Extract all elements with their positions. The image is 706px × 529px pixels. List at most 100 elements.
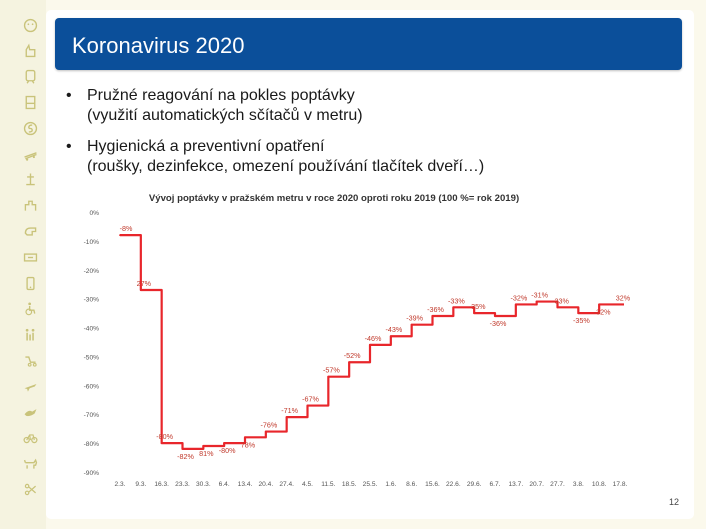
data-point [285,416,288,419]
data-label: -46% [365,334,382,343]
y-tick-label: -20% [84,268,100,275]
data-point [514,303,517,306]
hand-icon [20,41,40,61]
bullet-line: Hygienická a preventivní opatření [87,138,325,155]
data-label: 32% [616,293,631,302]
bullet-dot: • [66,87,72,104]
x-tick-label: 18.5. [342,481,357,488]
x-tick-label: 20.4. [258,481,273,488]
data-label: -36% [427,305,444,314]
bus-stop-icon [20,92,40,112]
data-point [181,447,184,450]
page-number: 12 [669,497,680,507]
data-point [264,430,267,433]
bicycle-icon [20,428,40,448]
data-label: 81% [199,449,214,458]
data-label: -67% [302,395,319,404]
bullet-line: (využití automatických sčítačů v metru) [87,107,363,124]
y-tick-label: -60% [84,383,100,390]
slide-title: Koronavirus 2020 [72,33,245,58]
bullet-item: • Pružné reagování na pokles poptávky (v… [64,86,664,126]
x-tick-label: 6.7. [490,481,501,488]
chart-svg: Vývoj poptávky v pražském metru v roce 2… [84,193,631,488]
y-tick-label: -30% [84,297,100,304]
hand-wave-icon [20,221,40,241]
y-tick-label: 0% [89,210,99,217]
data-point [202,445,205,447]
family-icon [20,325,40,345]
data-label: -32% [510,293,527,302]
x-tick-label: 10.8. [592,481,607,488]
data-point [119,234,121,237]
x-tick-label: 27.4. [279,481,294,488]
data-label: -80% [156,432,173,441]
bullet-dot: • [66,138,72,155]
x-tick-label: 15.6. [425,481,440,488]
x-tick-label: 8.6. [406,481,417,488]
data-label: -33% [552,296,569,305]
bullet-line: Pružné reagování na pokles poptávky [87,87,355,104]
anchor-icon [20,170,40,190]
plane-icon [20,376,40,396]
data-point [556,306,559,309]
dog-icon [20,454,40,474]
train-icon [20,144,40,164]
phone-icon [20,273,40,293]
data-label: -8% [120,224,133,233]
data-point [431,315,434,317]
data-label: -33% [448,296,465,305]
data-point [452,306,455,309]
x-tick-label: 1.6. [385,481,396,488]
x-tick-label: 17.8. [613,481,628,488]
data-point [348,361,351,364]
data-label: -36% [490,319,507,328]
platform-icon [20,196,40,216]
slide-card [46,10,694,519]
x-tick-label: 2.3. [115,481,126,488]
face-icon [20,15,40,35]
data-label: -76% [260,421,277,430]
data-label: 78% [241,440,256,449]
x-tick-label: 3.8. [573,481,584,488]
data-label: -39% [406,314,423,323]
y-tick-label: -40% [84,326,100,333]
data-point [160,442,163,445]
data-point [223,442,226,445]
y-tick-label: -10% [84,239,100,246]
data-point [535,300,538,303]
stroller-icon [20,350,40,370]
x-tick-label: 27.7. [550,481,565,488]
x-tick-label: 22.6. [446,481,461,488]
data-label: -43% [385,325,402,334]
data-point [494,315,496,317]
data-point [577,312,580,315]
data-label: -52% [344,351,361,360]
data-point [473,312,476,315]
data-label: 27% [137,279,152,288]
data-point [327,375,330,378]
x-tick-label: 30.3. [196,481,211,488]
x-tick-label: 9.3. [135,481,146,488]
bullet-item: • Hygienická a preventivní opatření (rou… [64,137,664,177]
y-tick-label: -80% [84,441,100,448]
x-tick-label: 20.7. [529,481,544,488]
x-tick-label: 13.7. [508,481,523,488]
coin-icon [20,118,40,138]
x-tick-label: 11.5. [321,481,335,488]
x-tick-label: 23.3. [175,481,190,488]
data-label: -35% [573,316,590,325]
data-label: -31% [531,291,548,300]
data-point [306,404,309,407]
data-label: -80% [219,446,236,455]
bird-icon [20,402,40,422]
data-point [139,289,142,291]
data-point [389,335,392,338]
data-label: -57% [323,366,340,375]
wheelchair-icon [20,299,40,319]
x-tick-label: 6.4. [219,481,230,488]
x-tick-label: 29.6. [467,481,482,488]
data-point [598,303,601,306]
ticket-icon [20,247,40,267]
y-tick-label: -50% [84,354,100,361]
y-tick-label: -70% [84,412,100,419]
